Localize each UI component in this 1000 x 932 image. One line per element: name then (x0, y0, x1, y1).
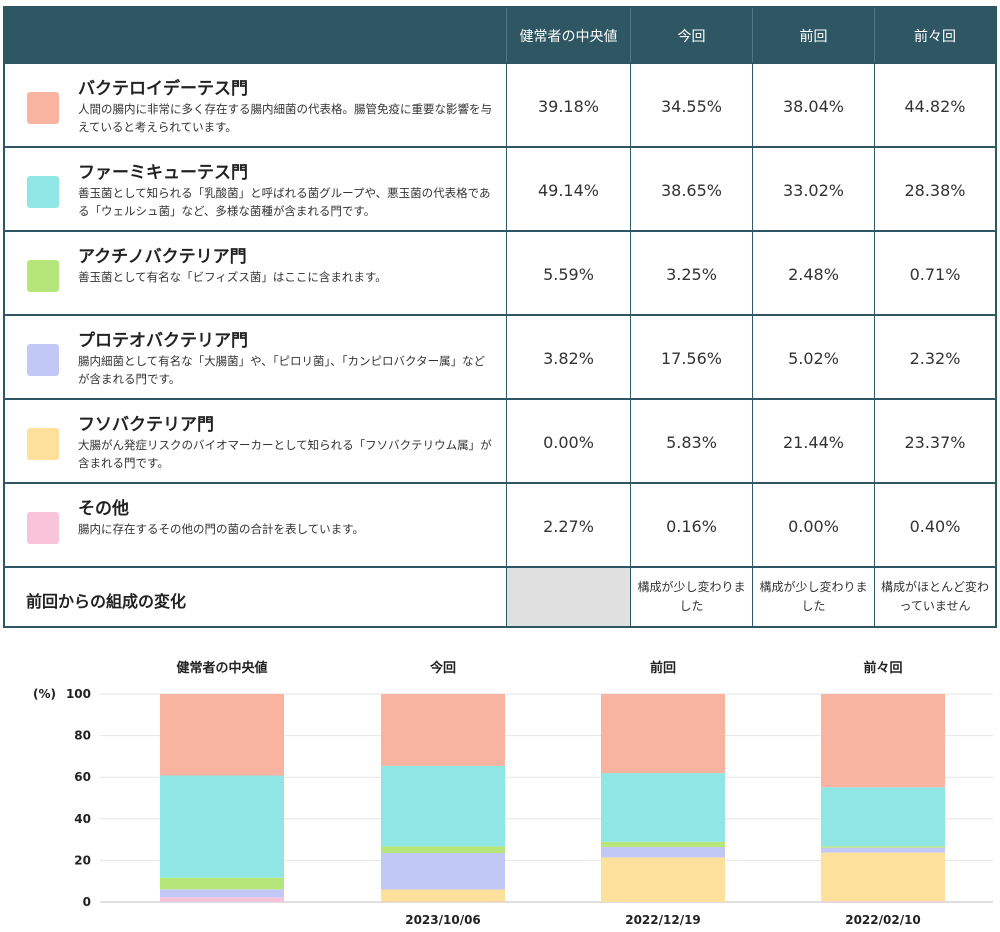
value-current: 38.65% (660, 180, 722, 200)
value-previous: 38.04% (782, 96, 844, 116)
phylum-name: その他 (78, 499, 129, 519)
value-previous: 33.02% (782, 180, 844, 200)
color-swatch (27, 512, 59, 544)
composition-change-row: 前回からの組成の変化 構成が少し変わりました 構成が少し変わりました 構成がほと… (5, 566, 995, 626)
value-healthy-median: 49.14% (537, 180, 599, 200)
table-row: フソバクテリア門 大腸がん発症リスクのバイオマーカーとして知られる「フソバクテリ… (5, 398, 995, 484)
phylum-name: アクチノバクテリア門 (78, 247, 247, 267)
color-swatch (27, 344, 59, 376)
value-before-previous: 0.40% (909, 516, 961, 536)
header-healthy-median: 健常者の中央値 (519, 29, 618, 45)
y-axis-label: (%) (33, 687, 56, 701)
value-current: 34.55% (660, 96, 722, 116)
value-current: 17.56% (660, 348, 722, 368)
bar-segment (821, 847, 945, 853)
bar-segment (381, 765, 505, 847)
value-before-previous: 23.37% (904, 432, 966, 452)
bar-segment (601, 841, 725, 847)
value-current: 0.16% (666, 516, 717, 536)
category-label: 健常者の中央値 (176, 660, 267, 676)
phylum-name: プロテオバクテリア門 (78, 331, 248, 351)
color-swatch (27, 260, 59, 292)
value-previous: 2.48% (788, 264, 839, 284)
phylum-name: バクテロイデーテス門 (78, 79, 248, 99)
bar-segment (381, 853, 505, 890)
category-label: 前々回 (863, 660, 902, 676)
bar-segment (821, 694, 945, 788)
bar-segment (160, 775, 284, 878)
value-before-previous: 2.32% (909, 348, 961, 368)
category-label: 今回 (429, 660, 456, 676)
value-healthy-median: 39.18% (537, 96, 599, 116)
composition-change-empty (507, 568, 630, 626)
value-previous: 0.00% (788, 516, 839, 536)
table-row: ファーミキューテス門 善玉菌として知られる「乳酸菌」と呼ばれる菌グループや、悪玉… (5, 146, 995, 232)
y-tick-label: 0 (83, 895, 91, 909)
value-before-previous: 0.71% (909, 264, 961, 284)
table-header: 健常者の中央値 今回 前回 前々回 (5, 8, 995, 64)
y-tick-label: 80 (74, 729, 91, 743)
bar-segment (821, 901, 945, 902)
y-tick-label: 100 (66, 687, 91, 701)
bar-segment (601, 773, 725, 842)
value-healthy-median: 3.82% (543, 348, 594, 368)
composition-change-current: 構成が少し変わりました (637, 580, 746, 613)
header-before-previous: 前々回 (914, 29, 956, 45)
color-swatch (27, 176, 59, 208)
bar-segment (821, 852, 945, 902)
y-tick-label: 40 (74, 812, 91, 826)
composition-change-previous: 構成が少し変わりました (759, 580, 868, 613)
y-tick-label: 20 (74, 853, 91, 867)
chart-labels: 0 20 40 60 80 100 (%) 健常者の中央値 今回 2023/10/06 前回 2022… (33, 660, 921, 927)
color-swatch (27, 92, 59, 124)
phylum-description: 人間の腸内に非常に多く存在する腸内細菌の代表格。腸管免疫に重要な影響を与えている… (78, 102, 492, 134)
bar-segment (601, 846, 725, 858)
composition-table: 健常者の中央値 今回 前回 前々回 バクテロイデーテス門 人間の腸内に非常に多く… (3, 6, 997, 628)
bar-segment (601, 857, 725, 902)
bar-segment (601, 694, 725, 774)
value-before-previous: 28.38% (904, 180, 966, 200)
phylum-description: 善玉菌として知られる「乳酸菌」と呼ばれる菌グループや、悪玉菌の代表格である「ウェ… (78, 186, 491, 218)
color-swatch (27, 428, 59, 460)
y-tick-label: 60 (74, 770, 91, 784)
phylum-description: 大腸がん発症リスクのバイオマーカーとして知られる「フソバクテリウム属」が含まれる… (78, 438, 492, 470)
value-previous: 21.44% (782, 432, 844, 452)
value-current: 5.83% (666, 432, 717, 452)
value-before-previous: 44.82% (904, 96, 966, 116)
date-label: 2022/12/19 (625, 913, 701, 927)
value-current: 3.25% (666, 264, 717, 284)
value-healthy-median: 5.59% (543, 264, 594, 284)
chart-bars (160, 694, 945, 902)
table-row: バクテロイデーテス門 人間の腸内に非常に多く存在する腸内細菌の代表格。腸管免疫に… (5, 62, 995, 148)
stacked-bar-chart: 0 20 40 60 80 100 (%) 健常者の中央値 今回 2023/10/06 前回 2022… (33, 660, 993, 927)
bar-segment (160, 694, 284, 776)
phylum-name: フソバクテリア門 (78, 415, 214, 435)
phylum-description: 善玉菌として有名な「ビフィズス菌」はここに含まれます。 (78, 270, 387, 284)
value-healthy-median: 2.27% (543, 516, 594, 536)
phylum-name: ファーミキューテス門 (78, 163, 248, 183)
value-healthy-median: 0.00% (543, 432, 594, 452)
table-row: アクチノバクテリア門 善玉菌として有名な「ビフィズス菌」はここに含まれます。 5… (5, 230, 995, 316)
bar-segment (381, 889, 505, 902)
composition-change-before-previous: 構成がほとんど変わっていません (881, 580, 990, 613)
bar-segment (821, 787, 945, 847)
phylum-description: 腸内細菌として有名な「大腸菌」や、「ピロリ菌」、「カンピロバクター属」などが含ま… (78, 354, 486, 386)
bar-segment (381, 846, 505, 854)
header-current: 今回 (677, 29, 706, 45)
phylum-description: 腸内に存在するその他の門の菌の合計を表しています。 (78, 522, 365, 536)
bar-segment (160, 897, 284, 902)
category-label: 前回 (650, 660, 676, 676)
bar-segment (381, 694, 505, 766)
table-row: その他 腸内に存在するその他の門の菌の合計を表しています。 2.27% 0.16… (5, 482, 995, 568)
composition-change-label: 前回からの組成の変化 (26, 592, 187, 611)
bar-segment (160, 877, 284, 890)
bar-segment (160, 889, 284, 898)
header-previous: 前回 (799, 29, 828, 45)
date-label: 2022/02/10 (845, 913, 921, 927)
value-previous: 5.02% (788, 348, 839, 368)
date-label: 2023/10/06 (405, 913, 481, 927)
table-row: プロテオバクテリア門 腸内細菌として有名な「大腸菌」や、「ピロリ菌」、「カンピロ… (5, 314, 995, 400)
bar-segment (821, 846, 945, 848)
